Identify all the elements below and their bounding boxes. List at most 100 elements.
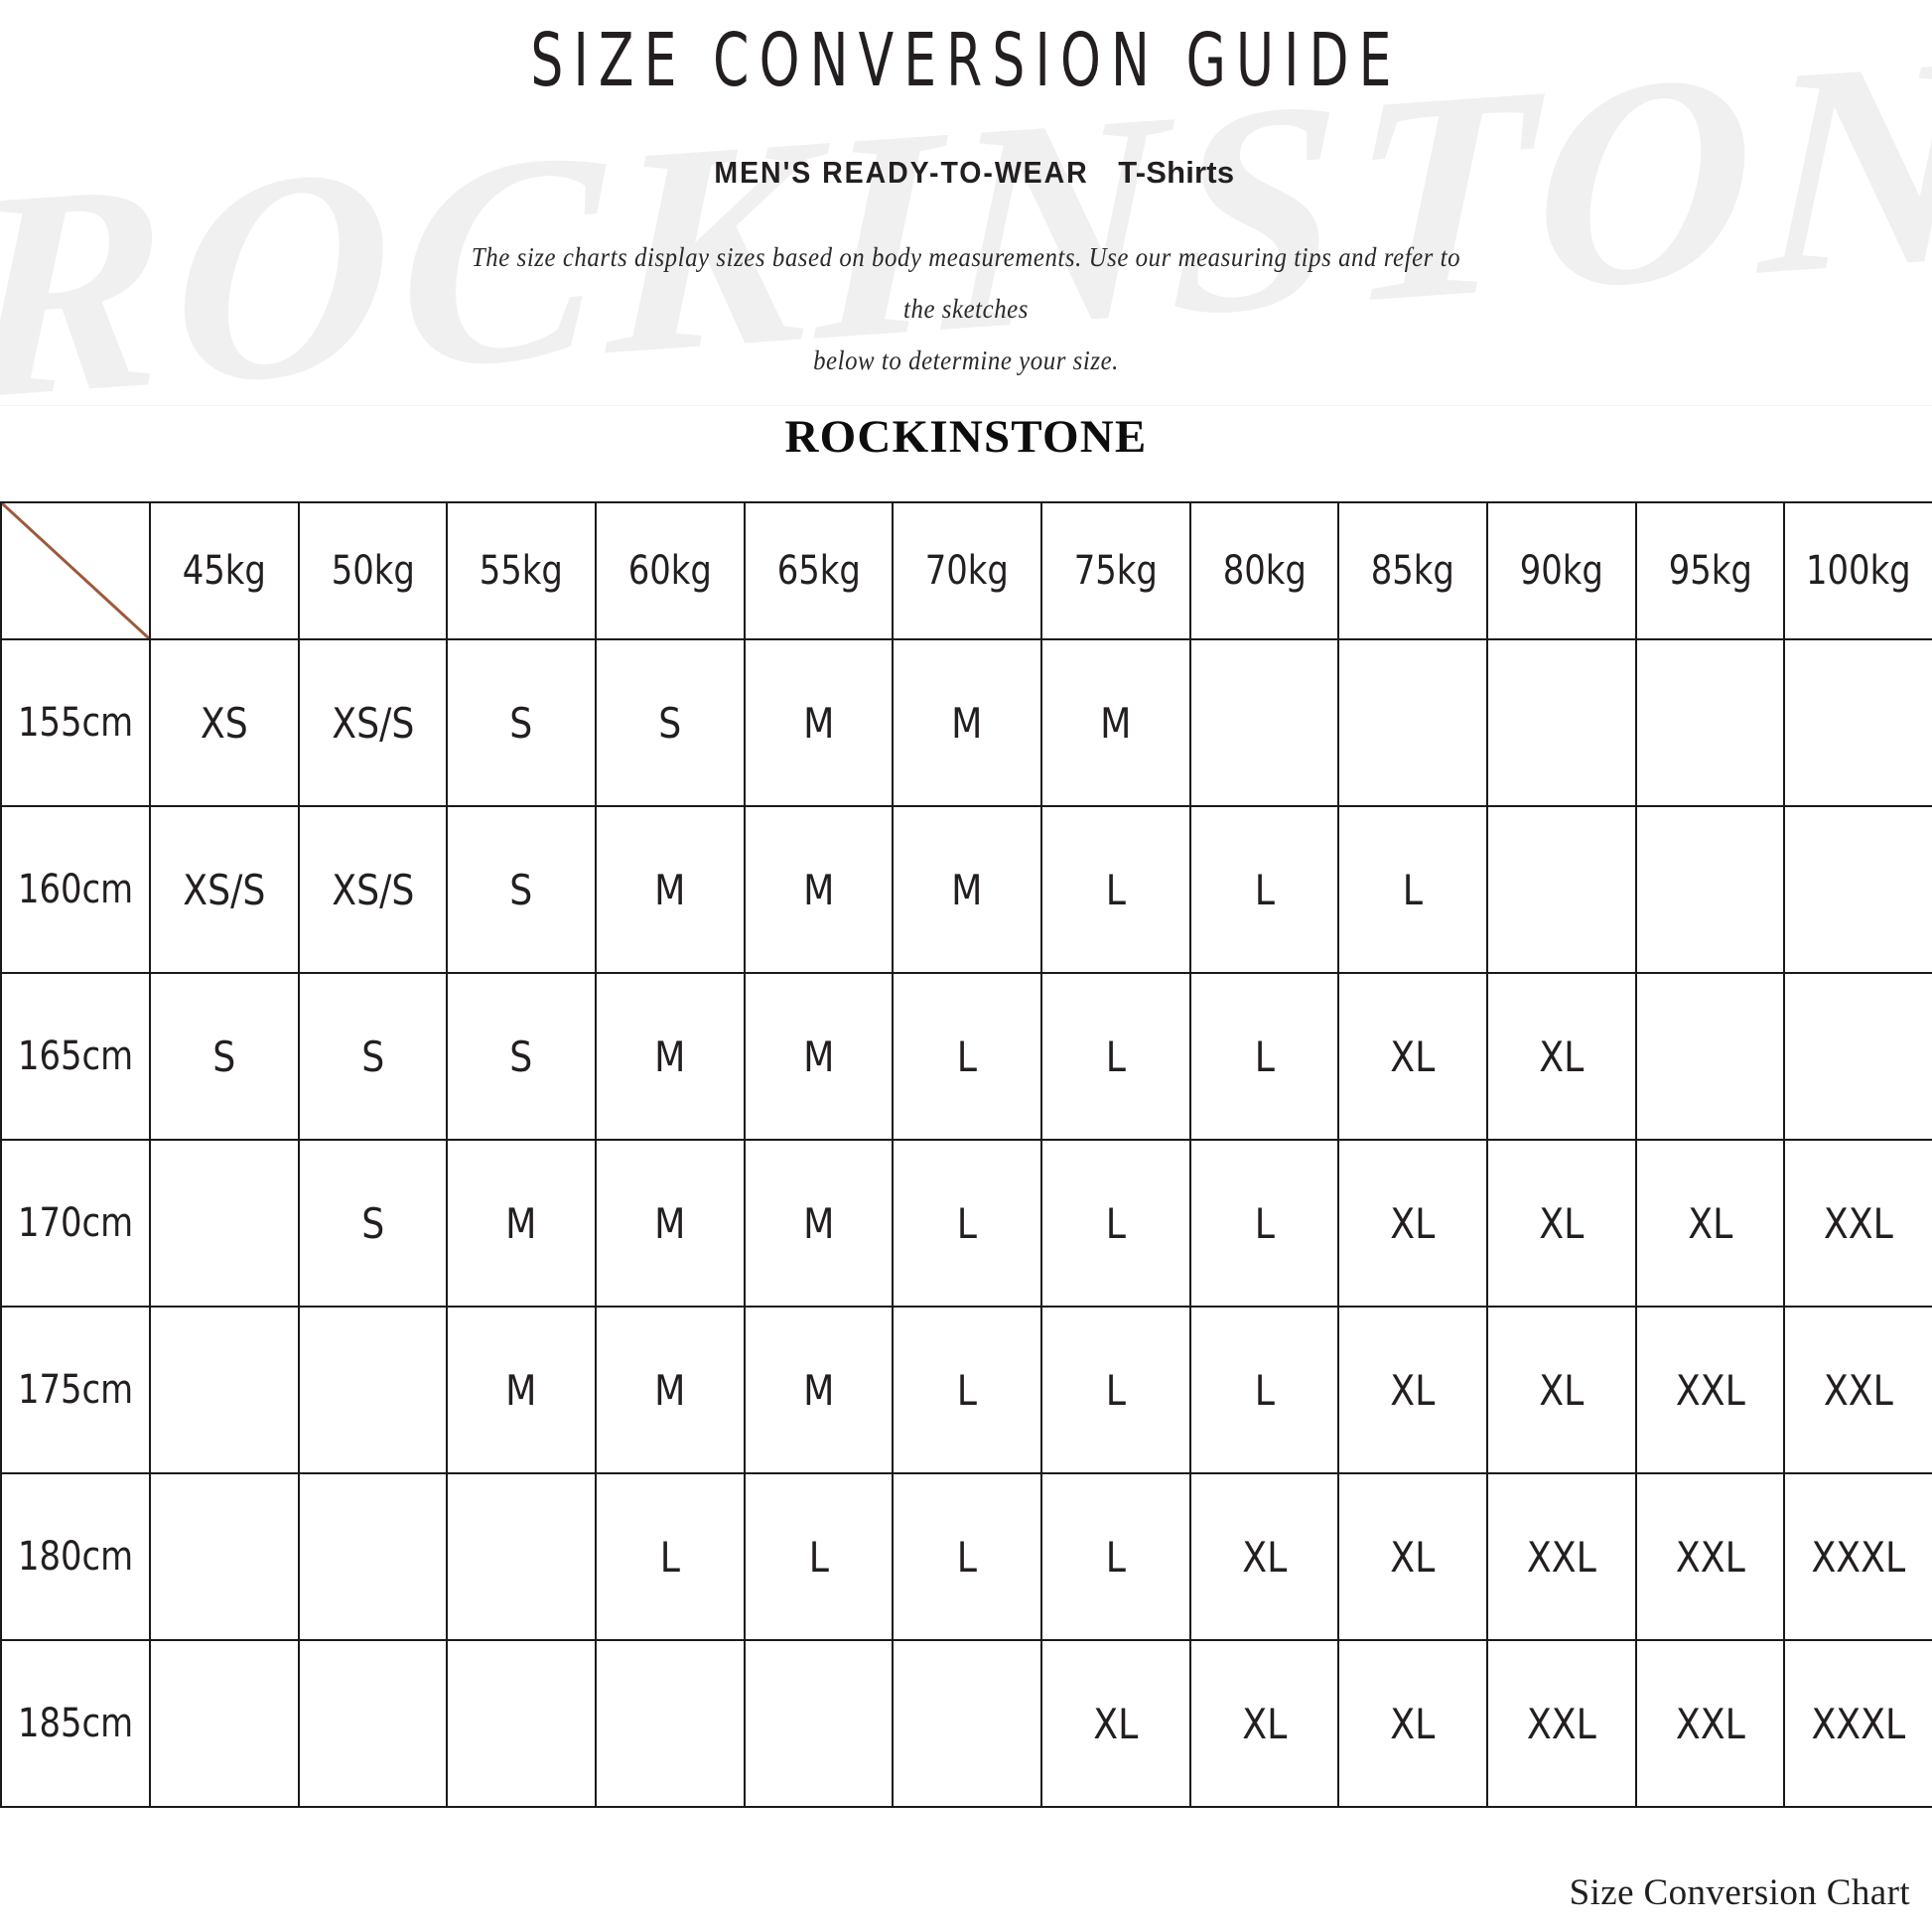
- size-cell-empty: [300, 1306, 446, 1475]
- size-cell-empty: [1488, 638, 1634, 808]
- size-cell: L: [1042, 1472, 1188, 1642]
- size-cell-empty: [300, 1639, 446, 1809]
- size-cell: L: [1191, 972, 1337, 1142]
- page-title: SIZE CONVERSION GUIDE: [530, 18, 1402, 103]
- height-row-header: 185cm: [4, 1639, 147, 1809]
- size-cell: L: [598, 1472, 743, 1642]
- size-cell: S: [449, 638, 594, 808]
- size-cell: XL: [1340, 1472, 1485, 1642]
- table-row: 155cm XS XS/S S S M M M: [1, 638, 1932, 808]
- size-cell: L: [1042, 972, 1188, 1142]
- weight-column-header: 85kg: [1341, 501, 1484, 641]
- size-cell: XXL: [1637, 1472, 1783, 1642]
- size-cell: M: [1042, 638, 1188, 808]
- size-cell: M: [598, 1306, 743, 1475]
- size-cell: S: [598, 638, 743, 808]
- description-text: The size charts display sizes based on b…: [420, 191, 1512, 386]
- diagonal-divider-icon: [2, 503, 149, 638]
- size-cell: S: [300, 972, 446, 1142]
- corner-cell: [0, 501, 151, 641]
- size-cell-empty: [449, 1639, 594, 1809]
- size-cell-empty: [1637, 638, 1783, 808]
- table-row: 185cm XL XL XL XXL XXL XXXL: [1, 1639, 1932, 1809]
- size-cell: M: [895, 638, 1039, 808]
- table-header: 45kg 50kg 55kg 60kg 65kg 70kg 75kg 80kg 85kg 90kg…: [0, 501, 1932, 641]
- size-cell: XL: [1340, 1139, 1485, 1309]
- size-table-container: 45kg 50kg 55kg 60kg 65kg 70kg 75kg 80kg 85kg 90kg…: [0, 501, 1932, 1809]
- size-cell-empty: [746, 1639, 892, 1809]
- size-cell: XL: [1488, 972, 1634, 1142]
- size-cell: XL: [1340, 972, 1485, 1142]
- size-cell-empty: [1786, 805, 1931, 975]
- size-cell: M: [746, 972, 892, 1142]
- weight-column-header: 55kg: [450, 501, 593, 641]
- size-cell: S: [449, 972, 594, 1142]
- size-cell: M: [746, 1306, 892, 1475]
- size-cell-empty: [152, 1306, 297, 1475]
- height-row-header: 155cm: [4, 638, 147, 808]
- size-cell-empty: [300, 1472, 446, 1642]
- size-cell-empty: [152, 1139, 297, 1309]
- size-cell: XXL: [1786, 1139, 1931, 1309]
- size-cell: XXL: [1637, 1306, 1783, 1475]
- size-cell: M: [598, 972, 743, 1142]
- weight-column-header: 45kg: [153, 501, 296, 641]
- size-cell-empty: [152, 1639, 297, 1809]
- size-cell: XS/S: [152, 805, 297, 975]
- size-cell: XL: [1340, 1306, 1485, 1475]
- size-cell: XL: [1042, 1639, 1188, 1809]
- size-cell: XXL: [1786, 1306, 1931, 1475]
- description-line-1: The size charts display sizes based on b…: [471, 242, 1461, 324]
- size-cell-empty: [152, 1472, 297, 1642]
- weight-column-header: 75kg: [1044, 501, 1187, 641]
- size-cell: M: [598, 1139, 743, 1309]
- size-cell: XXXL: [1786, 1472, 1931, 1642]
- size-cell-empty: [1488, 805, 1634, 975]
- table-row: 160cm XS/S XS/S S M M M L L L: [1, 805, 1932, 975]
- size-cell-empty: [1637, 805, 1783, 975]
- size-cell-empty: [449, 1472, 594, 1642]
- size-cell: M: [895, 805, 1039, 975]
- size-cell: XXL: [1637, 1639, 1783, 1809]
- size-cell: L: [1191, 805, 1337, 975]
- weight-column-header: 100kg: [1787, 501, 1930, 641]
- table-row: 180cm L L L L XL XL XXL XXL XXXL: [1, 1472, 1932, 1642]
- size-cell: L: [1042, 1139, 1188, 1309]
- height-row-header: 175cm: [4, 1306, 147, 1475]
- size-cell-empty: [1340, 638, 1485, 808]
- height-row-header: 160cm: [4, 805, 147, 975]
- size-cell: XS/S: [300, 805, 446, 975]
- size-cell: XL: [1488, 1139, 1634, 1309]
- size-cell: L: [1191, 1306, 1337, 1475]
- height-row-header: 165cm: [4, 972, 147, 1142]
- weight-header-row: 45kg 50kg 55kg 60kg 65kg 70kg 75kg 80kg 85kg 90kg…: [0, 501, 1932, 641]
- size-cell: L: [1191, 1139, 1337, 1309]
- size-cell: XL: [1488, 1306, 1634, 1475]
- weight-column-header: 65kg: [748, 501, 890, 641]
- watermark-rule: [0, 405, 1932, 406]
- size-cell: XXXL: [1786, 1639, 1931, 1809]
- weight-column-header: 95kg: [1639, 501, 1781, 641]
- table-row: 170cm S M M M L L L XL XL XL XXL: [1, 1139, 1932, 1309]
- size-cell: L: [895, 1139, 1039, 1309]
- weight-column-header: 60kg: [599, 501, 742, 641]
- weight-column-header: 90kg: [1490, 501, 1633, 641]
- size-cell: L: [895, 1472, 1039, 1642]
- weight-column-header: 50kg: [302, 501, 444, 641]
- height-row-header: 170cm: [4, 1139, 147, 1309]
- brand-name: ROCKINSTONE: [784, 411, 1148, 464]
- weight-column-header: 70kg: [896, 501, 1038, 641]
- size-cell: XS: [152, 638, 297, 808]
- table-row: 175cm M M M L L L XL XL XXL XXL: [1, 1306, 1932, 1475]
- subtitle-category: MEN'S READY-TO-WEAR: [714, 155, 1089, 190]
- size-cell: L: [1340, 805, 1485, 975]
- size-cell-empty: [1786, 638, 1931, 808]
- size-cell-empty: [1637, 972, 1783, 1142]
- size-cell: XL: [1191, 1639, 1337, 1809]
- size-cell: L: [895, 1306, 1039, 1475]
- size-cell: L: [746, 1472, 892, 1642]
- weight-column-header: 80kg: [1193, 501, 1335, 641]
- size-cell: L: [895, 972, 1039, 1142]
- size-cell: XL: [1191, 1472, 1337, 1642]
- size-cell: S: [449, 805, 594, 975]
